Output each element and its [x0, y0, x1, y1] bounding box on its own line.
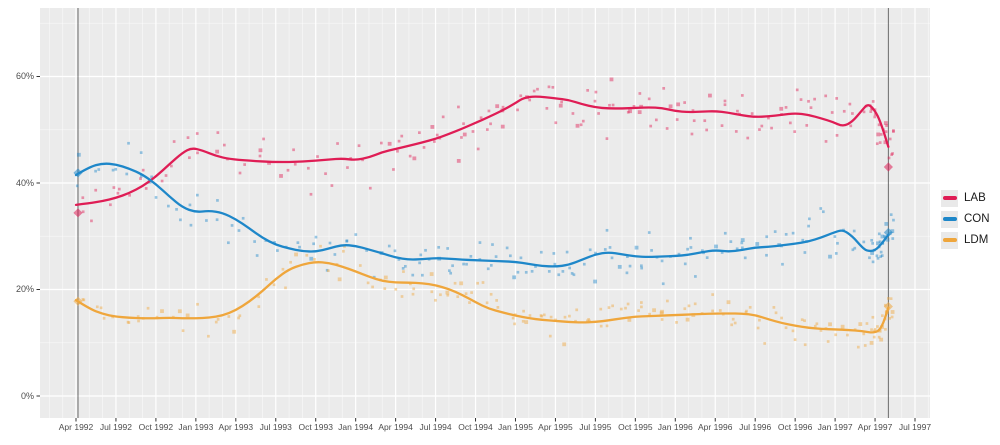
- ldm-line-swatch: [942, 238, 957, 242]
- x-tick-label: Jul 1996: [739, 422, 772, 432]
- lab-line-swatch: [942, 196, 957, 200]
- legend-item-con: CON: [941, 209, 990, 229]
- x-tick-label: Oct 1992: [138, 422, 174, 432]
- x-tick-label: Jul 1993: [259, 422, 292, 432]
- x-tick-label: Oct 1996: [777, 422, 813, 432]
- x-tick-label: Jul 1992: [99, 422, 133, 432]
- x-tick-label: Apr 1992: [58, 422, 94, 432]
- y-tick-label: 40%: [15, 177, 34, 188]
- x-tick-label: Apr 1993: [218, 422, 254, 432]
- x-tick-label: Apr 1997: [857, 422, 893, 432]
- x-tick-label: Jan 1993: [178, 422, 214, 432]
- y-tick-label: 20%: [15, 284, 34, 294]
- y-tick-label: 60%: [15, 71, 34, 81]
- legend: LAB CON LDM: [941, 188, 990, 251]
- x-tick-label: Apr 1994: [378, 422, 413, 432]
- legend-label-ldm: LDM: [964, 234, 989, 246]
- x-tick-label: Jan 1995: [497, 422, 533, 432]
- x-tick-label: Apr 1996: [697, 422, 733, 432]
- x-tick-label: Jan 1997: [817, 422, 853, 432]
- x-tick-label: Jul 1995: [579, 422, 612, 432]
- legend-key-lab: [941, 189, 958, 207]
- legend-item-ldm: LDM: [941, 230, 990, 250]
- x-tick-label: Oct 1994: [458, 422, 493, 432]
- x-tick-label: Jan 1996: [657, 422, 693, 432]
- con-line-swatch: [942, 217, 957, 221]
- legend-key-ldm: [941, 231, 958, 249]
- y-tick-label: 0%: [20, 390, 34, 401]
- x-tick-label: Apr 1995: [538, 422, 573, 432]
- x-tick-label: Jan 1994: [338, 422, 374, 432]
- legend-label-lab: LAB: [964, 192, 986, 204]
- x-tick-label: Jul 1994: [419, 422, 452, 432]
- legend-label-con: CON: [964, 213, 990, 225]
- x-tick-label: Oct 1995: [618, 422, 653, 432]
- legend-item-lab: LAB: [941, 188, 990, 208]
- x-tick-label: Oct 1993: [298, 422, 333, 432]
- legend-key-con: [941, 210, 958, 228]
- x-tick-label: Jul 1997: [898, 422, 932, 432]
